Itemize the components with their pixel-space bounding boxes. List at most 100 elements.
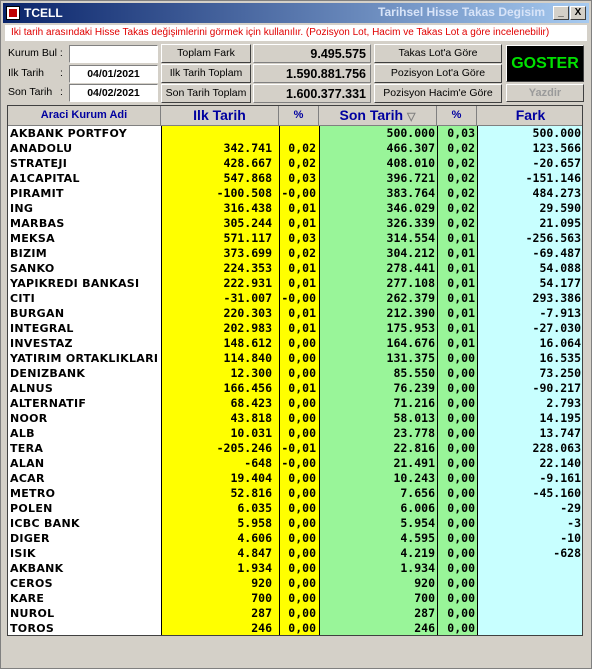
- cell-broker-name: AKBANK PORTFOY: [10, 127, 128, 140]
- table-row[interactable]: NOOR 43.818 0,00 58.013 0,00 14.195: [8, 411, 582, 426]
- table-row[interactable]: ANADOLU 342.741 0,02 466.307 0,02 123.566: [8, 141, 582, 156]
- table-row[interactable]: BIZIM 373.699 0,02 304.212 0,01 -69.487: [8, 246, 582, 261]
- table-row[interactable]: AKBANK PORTFOY 500.000 0,03 500.000: [8, 126, 582, 141]
- table-row[interactable]: CEROS 920 0,00 920 0,00: [8, 576, 582, 591]
- ilk-tarih-input[interactable]: 04/01/2021: [69, 65, 158, 83]
- cell-ilk-tarih: 547.868: [223, 171, 272, 185]
- cell-broker-name: DIGER: [10, 532, 50, 545]
- table-row[interactable]: ALB 10.031 0,00 23.778 0,00 13.747: [8, 426, 582, 441]
- table-row[interactable]: MEKSA 571.117 0,03 314.554 0,01 -256.563: [8, 231, 582, 246]
- cell-son-tarih: 314.554: [386, 231, 435, 245]
- table-row[interactable]: POLEN 6.035 0,00 6.006 0,00 -29: [8, 501, 582, 516]
- cell-son-pct: 0,02: [447, 201, 475, 215]
- table-row[interactable]: CITI -31.007 -0,00 262.379 0,01 293.386: [8, 291, 582, 306]
- kurum-bul-label: Kurum Bul :: [8, 47, 63, 59]
- cell-ilk-tarih: -205.246: [216, 441, 272, 455]
- takas-lot-button[interactable]: Takas Lot'a Göre: [374, 44, 502, 63]
- header-fark[interactable]: Fark: [477, 106, 582, 126]
- cell-ilk-tarih: 43.818: [230, 411, 272, 425]
- cell-son-tarih: 212.390: [386, 306, 435, 320]
- cell-ilk-pct: 0,02: [288, 156, 316, 170]
- cell-son-tarih: 262.379: [386, 291, 435, 305]
- cell-broker-name: ING: [10, 202, 34, 215]
- cell-ilk-pct: -0,01: [281, 441, 316, 455]
- header-son-tarih[interactable]: Son Tarih ▽: [319, 106, 437, 126]
- kurum-bul-input[interactable]: [69, 45, 158, 63]
- table-row[interactable]: AKBANK 1.934 0,00 1.934 0,00: [8, 561, 582, 576]
- table-row[interactable]: TOROS 246 0,00 246 0,00: [8, 621, 582, 635]
- cell-fark: -628: [553, 546, 581, 560]
- table-row[interactable]: DIGER 4.606 0,00 4.595 0,00 -10: [8, 531, 582, 546]
- cell-ilk-pct: 0,00: [288, 516, 316, 530]
- minimize-button[interactable]: _: [553, 6, 569, 20]
- hint-text: Iki tarih arasındaki Hisse Takas değişim…: [5, 25, 587, 41]
- header-name[interactable]: Araci Kurum Adi: [8, 106, 161, 126]
- cell-broker-name: ISIK: [10, 547, 36, 560]
- cell-son-tarih: 383.764: [386, 186, 435, 200]
- cell-ilk-pct: 0,02: [288, 141, 316, 155]
- cell-ilk-tarih: 166.456: [223, 381, 272, 395]
- cell-ilk-pct: 0,00: [288, 366, 316, 380]
- table-row[interactable]: STRATEJI 428.667 0,02 408.010 0,02 -20.657: [8, 156, 582, 171]
- table-row[interactable]: ALTERNATIF 68.423 0,00 71.216 0,00 2.793: [8, 396, 582, 411]
- header-ilk-tarih[interactable]: Ilk Tarih: [161, 106, 279, 126]
- cell-son-pct: 0,00: [447, 441, 475, 455]
- table-row[interactable]: ALNUS 166.456 0,01 76.239 0,00 -90.217: [8, 381, 582, 396]
- cell-ilk-pct: 0,00: [288, 546, 316, 560]
- cell-fark: -69.487: [532, 246, 581, 260]
- goster-button[interactable]: GOSTER: [506, 45, 584, 82]
- table-row[interactable]: ICBC BANK 5.958 0,00 5.954 0,00 -3: [8, 516, 582, 531]
- cell-broker-name: INTEGRAL: [10, 322, 74, 335]
- table-row[interactable]: MARBAS 305.244 0,01 326.339 0,02 21.095: [8, 216, 582, 231]
- pozisyon-lot-button[interactable]: Pozisyon Lot'a Göre: [374, 64, 502, 83]
- cell-fark: 22.140: [539, 456, 581, 470]
- table-row[interactable]: KARE 700 0,00 700 0,00: [8, 591, 582, 606]
- cell-son-pct: 0,00: [447, 381, 475, 395]
- table-row[interactable]: A1CAPITAL 547.868 0,03 396.721 0,02 -151.146: [8, 171, 582, 186]
- pozisyon-hacim-button[interactable]: Pozisyon Hacim'e Göre: [374, 84, 502, 103]
- table-row[interactable]: NUROL 287 0,00 287 0,00: [8, 606, 582, 621]
- cell-son-tarih: 396.721: [386, 171, 435, 185]
- cell-son-pct: 0,01: [447, 321, 475, 335]
- cell-fark: -20.657: [532, 156, 581, 170]
- son-column-bg: [319, 126, 437, 635]
- header-ilk-pct[interactable]: %: [279, 106, 319, 126]
- table-row[interactable]: INVESTAZ 148.612 0,00 164.676 0,01 16.064: [8, 336, 582, 351]
- cell-son-pct: 0,01: [447, 276, 475, 290]
- cell-broker-name: YAPIKREDI BANKASI: [10, 277, 140, 290]
- table-row[interactable]: ING 316.438 0,01 346.029 0,02 29.590: [8, 201, 582, 216]
- table-row[interactable]: YAPIKREDI BANKASI 222.931 0,01 277.108 0,01 5…: [8, 276, 582, 291]
- table-row[interactable]: ACAR 19.404 0,00 10.243 0,00 -9.161: [8, 471, 582, 486]
- table-row[interactable]: INTEGRAL 202.983 0,01 175.953 0,01 -27.030: [8, 321, 582, 336]
- table-row[interactable]: DENIZBANK 12.300 0,00 85.550 0,00 73.250: [8, 366, 582, 381]
- table-row[interactable]: SANKO 224.353 0,01 278.441 0,01 54.088: [8, 261, 582, 276]
- cell-son-tarih: 58.013: [393, 411, 435, 425]
- cell-son-tarih: 920: [414, 576, 435, 590]
- cell-son-tarih: 466.307: [386, 141, 435, 155]
- header-son-pct[interactable]: %: [437, 106, 477, 126]
- table-row[interactable]: BURGAN 220.303 0,01 212.390 0,01 -7.913: [8, 306, 582, 321]
- cell-ilk-pct: 0,00: [288, 606, 316, 620]
- table-row[interactable]: METRO 52.816 0,00 7.656 0,00 -45.160: [8, 486, 582, 501]
- table-row[interactable]: TERA -205.246 -0,01 22.816 0,00 228.063: [8, 441, 582, 456]
- cell-son-pct: 0,00: [447, 576, 475, 590]
- cell-ilk-tarih: -31.007: [223, 291, 272, 305]
- yazdir-button[interactable]: Yazdir: [506, 84, 584, 102]
- son-tarih-input[interactable]: 04/02/2021: [69, 84, 158, 102]
- title-bar[interactable]: TCELL Tarihsel Hisse Takas Degisim _ X: [3, 3, 589, 23]
- cell-ilk-pct: 0,02: [288, 246, 316, 260]
- close-button[interactable]: X: [570, 6, 586, 20]
- cell-broker-name: SANKO: [10, 262, 55, 275]
- cell-broker-name: ACAR: [10, 472, 45, 485]
- cell-broker-name: ALTERNATIF: [10, 397, 87, 410]
- takas-table[interactable]: Araci Kurum Adi Ilk Tarih % Son Tarih ▽ %…: [7, 105, 583, 636]
- cell-son-tarih: 175.953: [386, 321, 435, 335]
- cell-fark: -45.160: [532, 486, 581, 500]
- cell-ilk-tarih: 571.117: [223, 231, 272, 245]
- cell-son-pct: 0,00: [447, 546, 475, 560]
- table-row[interactable]: YATIRIM ORTAKLIKLARI 114.840 0,00 131.375 0,…: [8, 351, 582, 366]
- table-row[interactable]: ISIK 4.847 0,00 4.219 0,00 -628: [8, 546, 582, 561]
- table-row[interactable]: ALAN -648 -0,00 21.491 0,00 22.140: [8, 456, 582, 471]
- table-row[interactable]: PIRAMIT -100.508 -0,00 383.764 0,02 484.273: [8, 186, 582, 201]
- cell-ilk-tarih: 428.667: [223, 156, 272, 170]
